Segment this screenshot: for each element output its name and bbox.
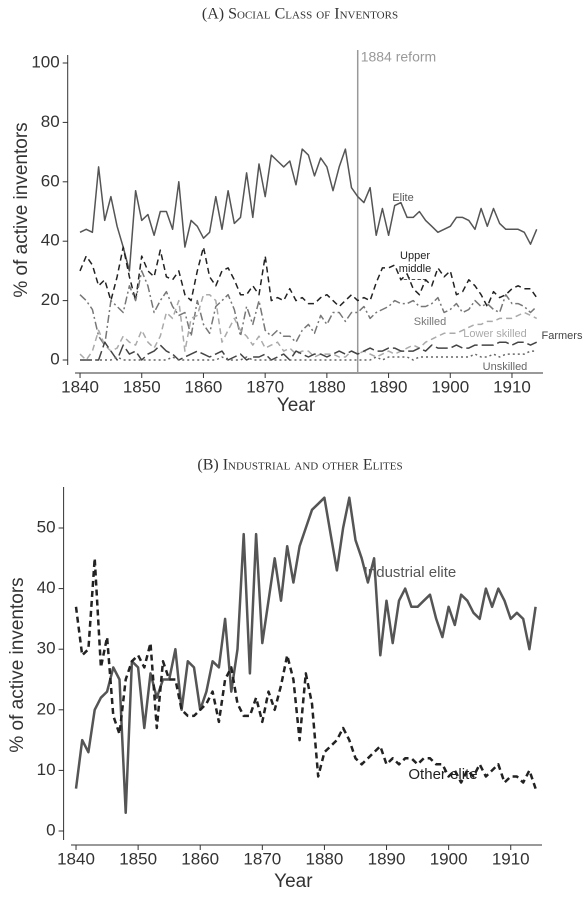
series-label: Elite — [392, 192, 413, 204]
x-axis-label: Year — [274, 871, 313, 892]
series-label: Unskilled — [483, 361, 528, 373]
y-tick-label: 0 — [50, 349, 59, 368]
y-tick-label: 40 — [37, 578, 56, 597]
x-tick-label: 1880 — [306, 849, 344, 868]
series-line — [79, 148, 538, 272]
y-tick-label: 20 — [37, 699, 56, 718]
series-label-box: Upper middle class — [398, 250, 432, 280]
x-tick-label: 1870 — [246, 377, 284, 396]
x-tick-label: 1860 — [181, 849, 219, 868]
x-tick-label: 1850 — [119, 849, 157, 868]
y-tick-label: 80 — [41, 112, 60, 131]
series-line — [79, 293, 538, 361]
y-axis-label: % of active inventors — [11, 122, 32, 297]
y-tick-label: 20 — [41, 290, 60, 309]
x-tick-label: 1900 — [430, 849, 468, 868]
series-label: Lower skilled — [463, 328, 527, 340]
series-line — [80, 350, 537, 361]
series-line — [74, 557, 537, 790]
x-axis-label: Year — [277, 395, 316, 416]
y-tick-label: 100 — [31, 52, 59, 71]
series-label: Skilled — [414, 316, 446, 328]
series-line — [79, 270, 538, 346]
x-tick-label: 1910 — [492, 849, 530, 868]
series-label: Upper middle class — [398, 250, 432, 280]
y-tick-label: 0 — [46, 820, 55, 839]
series-label: Other elite — [408, 766, 477, 783]
x-tick-label: 1840 — [57, 849, 95, 868]
x-tick-label: 1910 — [493, 377, 531, 396]
x-tick-label: 1850 — [123, 377, 161, 396]
x-tick-label: 1870 — [243, 849, 281, 868]
series-line — [80, 341, 538, 361]
x-tick-label: 1890 — [370, 377, 408, 396]
chart-title: (B) Industrial and other Elites — [197, 457, 402, 474]
y-tick-label: 50 — [37, 517, 56, 536]
x-tick-label: 1900 — [431, 377, 469, 396]
x-tick-label: 1890 — [368, 849, 406, 868]
series-line — [74, 496, 537, 815]
y-tick-label: 30 — [37, 639, 56, 658]
x-tick-label: 1840 — [61, 377, 99, 396]
y-tick-label: 10 — [37, 760, 56, 779]
series-line — [79, 246, 538, 308]
chart-title: (A) Social Class of Inventors — [202, 6, 398, 23]
y-axis-label: % of active inventors — [7, 577, 28, 752]
series-label: Industrial elite — [364, 564, 457, 581]
x-tick-label: 1880 — [308, 377, 346, 396]
annotation-label: 1884 reform — [361, 49, 436, 65]
y-tick-label: 60 — [41, 171, 60, 190]
series-label: Farmers — [542, 330, 583, 342]
y-tick-label: 40 — [41, 231, 60, 250]
x-tick-label: 1860 — [185, 377, 223, 396]
